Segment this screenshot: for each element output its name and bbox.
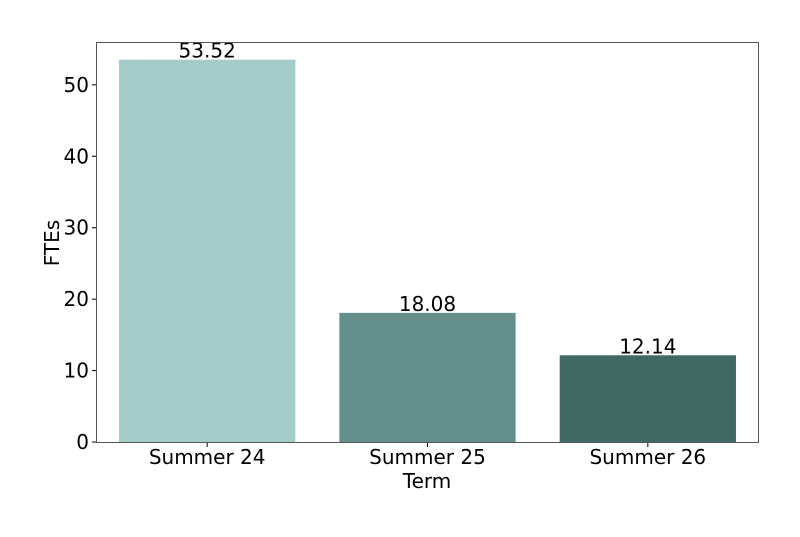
y-tick-label: 40	[64, 144, 89, 168]
x-tick-label: Summer 24	[149, 445, 266, 469]
x-axis-title: Term	[402, 469, 451, 493]
bar-summer-25	[339, 312, 516, 442]
x-tick-label: Summer 26	[589, 445, 706, 469]
y-tick-label: 30	[64, 216, 89, 240]
x-ticks-group: Summer 24 Summer 25 Summer 26	[149, 442, 706, 469]
bar-summer-26	[559, 355, 736, 442]
y-ticks-group: 0 10 20 30 40 50	[64, 73, 97, 454]
bars-group	[119, 59, 736, 442]
bar-summer-24	[119, 59, 296, 442]
data-label: 18.08	[399, 292, 456, 316]
y-tick-label: 0	[76, 430, 89, 454]
plot-frame	[96, 42, 759, 443]
y-tick-label: 10	[64, 359, 89, 383]
y-tick-label: 20	[64, 287, 89, 311]
y-tick-label: 50	[64, 73, 89, 97]
x-tick-label: Summer 25	[369, 445, 486, 469]
y-axis-title: FTEs	[40, 220, 64, 266]
data-label: 12.14	[619, 334, 676, 358]
